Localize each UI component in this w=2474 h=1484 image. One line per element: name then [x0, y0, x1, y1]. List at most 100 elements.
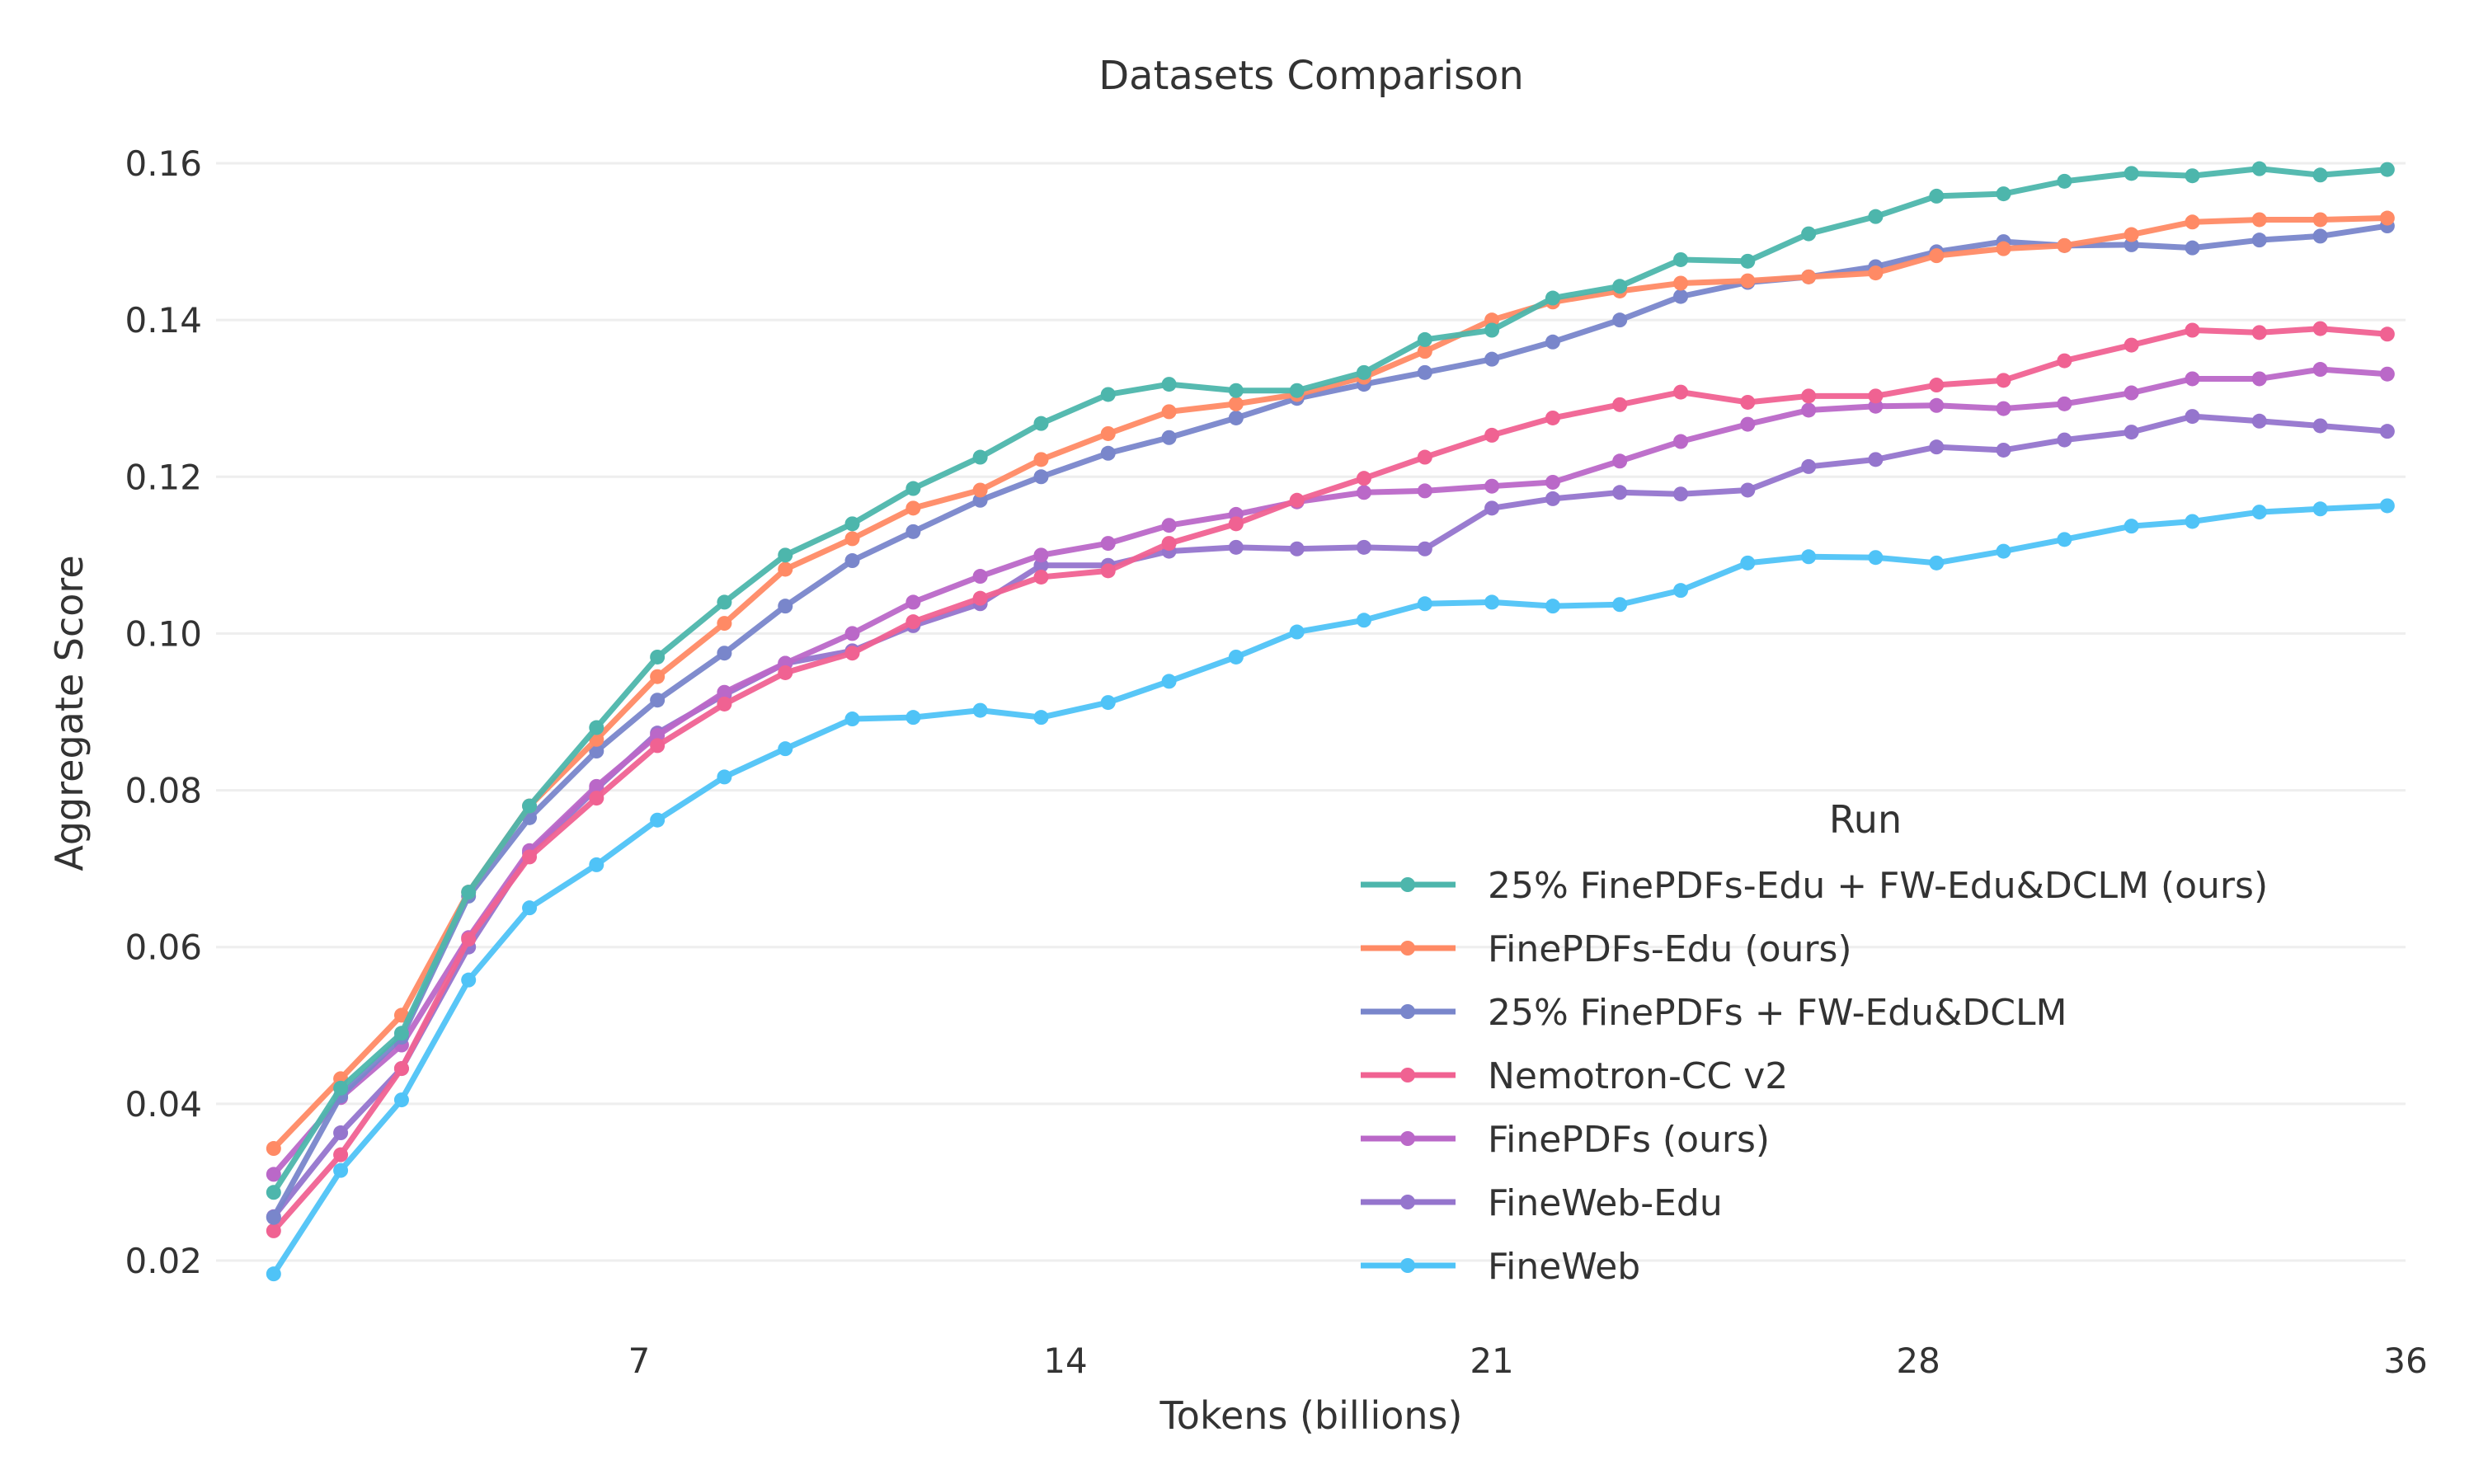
data-point — [1228, 383, 1244, 398]
data-point — [333, 1147, 349, 1162]
data-point — [1929, 555, 1945, 571]
data-point — [1673, 583, 1689, 599]
data-point — [1545, 474, 1560, 490]
data-point — [2251, 161, 2267, 176]
data-point — [2251, 325, 2267, 340]
data-point — [1801, 402, 1817, 418]
legend-swatch-marker — [1400, 1131, 1415, 1146]
data-point — [1673, 275, 1689, 291]
data-point — [1996, 241, 2011, 256]
series-3 — [266, 321, 2395, 1238]
legend-swatch-marker — [1400, 1004, 1415, 1019]
data-point — [1545, 599, 1560, 614]
data-point — [844, 553, 860, 569]
data-point — [1356, 539, 1371, 555]
legend-item: FineWeb-Edu — [1361, 1182, 1723, 1224]
data-point — [1868, 265, 1884, 281]
data-point — [1612, 397, 1628, 412]
series-2 — [266, 218, 2395, 1225]
legend: Run 25% FinePDFs-Edu + FW-Edu&DCLM (ours… — [1361, 797, 2268, 1288]
legend-label: FinePDFs-Edu (ours) — [1488, 928, 1852, 970]
data-point — [266, 1185, 281, 1200]
data-point — [1673, 486, 1689, 502]
data-point — [905, 594, 921, 610]
data-point — [1484, 312, 1500, 328]
data-point — [333, 1080, 349, 1096]
series-4 — [266, 362, 2395, 1182]
data-point — [717, 684, 732, 700]
y-tick-labels: 0.02 0.04 0.06 0.08 0.10 0.12 0.14 0.16 — [125, 143, 202, 1281]
data-point — [1100, 387, 1116, 402]
data-point — [1356, 364, 1371, 380]
data-point — [844, 516, 860, 532]
data-point — [972, 449, 988, 465]
data-point — [717, 696, 732, 711]
data-point — [972, 569, 988, 585]
data-point — [778, 561, 793, 577]
data-point — [1868, 398, 1884, 414]
data-point — [1100, 536, 1116, 552]
data-point — [844, 626, 860, 641]
data-point — [844, 646, 860, 661]
data-point — [1100, 563, 1116, 579]
data-point — [1100, 445, 1116, 461]
data-point — [2312, 228, 2328, 244]
data-point — [1545, 290, 1560, 306]
data-point — [650, 693, 666, 708]
data-point — [1929, 188, 1945, 204]
data-point — [1417, 449, 1432, 465]
data-point — [2251, 371, 2267, 387]
data-point — [1996, 186, 2011, 202]
data-point — [1740, 273, 1756, 289]
data-point — [1612, 453, 1628, 469]
x-tick-label: 36 — [2383, 1341, 2427, 1381]
chart-title: Datasets Comparison — [1098, 53, 1524, 99]
data-point — [972, 492, 988, 508]
data-point — [1417, 596, 1432, 612]
data-point — [1100, 425, 1116, 441]
data-point — [2251, 232, 2267, 248]
data-point — [1161, 518, 1177, 533]
data-point — [650, 649, 666, 665]
data-point — [1612, 312, 1628, 328]
data-point — [1740, 394, 1756, 410]
data-point — [2185, 214, 2200, 230]
data-point — [2185, 322, 2200, 338]
data-point — [2312, 362, 2328, 378]
data-point — [1612, 597, 1628, 613]
data-point — [1289, 492, 1305, 508]
data-point — [905, 710, 921, 726]
data-point — [1929, 439, 1945, 455]
data-point — [2185, 371, 2200, 387]
data-point — [522, 798, 538, 814]
data-point — [1673, 289, 1689, 304]
data-point — [1929, 378, 1945, 393]
data-point — [1228, 396, 1244, 411]
data-point — [393, 1092, 409, 1108]
series-line — [271, 326, 2388, 1233]
data-point — [1033, 710, 1049, 726]
series-1 — [266, 210, 2395, 1157]
data-point — [1673, 384, 1689, 400]
data-point — [1161, 430, 1177, 445]
data-point — [2185, 409, 2200, 425]
data-point — [1289, 383, 1305, 398]
data-point — [1161, 674, 1177, 689]
data-point — [1740, 555, 1756, 571]
data-point — [2251, 413, 2267, 429]
data-point — [2124, 425, 2139, 440]
data-point — [972, 590, 988, 606]
data-point — [2057, 432, 2072, 448]
data-point — [1228, 410, 1244, 425]
data-point — [1801, 458, 1817, 474]
data-point — [1740, 253, 1756, 269]
data-point — [1484, 478, 1500, 494]
y-tick-label: 0.04 — [125, 1084, 202, 1125]
data-point — [1612, 485, 1628, 500]
data-point — [2379, 498, 2395, 514]
data-point — [1033, 557, 1049, 573]
data-point — [1161, 377, 1177, 392]
data-point — [2312, 167, 2328, 183]
data-point — [1100, 695, 1116, 711]
x-tick-label: 21 — [1470, 1341, 1513, 1381]
